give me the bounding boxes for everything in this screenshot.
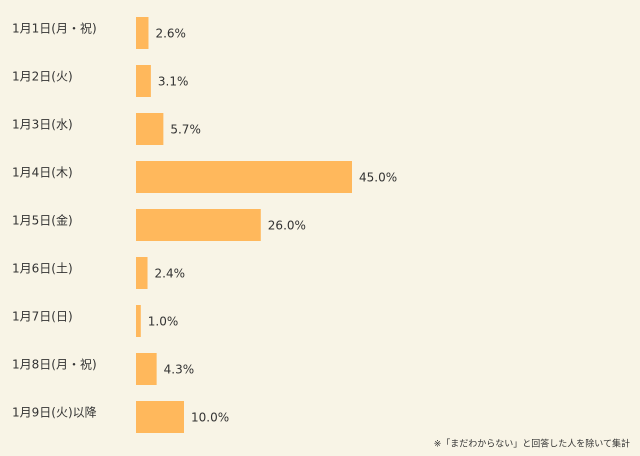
bar (136, 209, 261, 241)
category-label: 1月6日(土) (12, 262, 73, 276)
bar (136, 17, 149, 49)
bar (136, 113, 164, 145)
bar (136, 401, 184, 433)
value-label: 1.0% (148, 315, 179, 329)
category-label: 1月2日(火) (12, 70, 73, 84)
category-label: 1月1日(月・祝) (12, 22, 97, 36)
bar (136, 257, 148, 289)
category-label: 1月8日(月・祝) (12, 358, 97, 372)
bar (136, 305, 141, 337)
bar (136, 65, 151, 97)
category-label: 1月4日(木) (12, 166, 73, 180)
category-label: 1月3日(水) (12, 118, 73, 132)
value-label: 45.0% (359, 171, 397, 185)
note: ※「まだわからない」と回答した人を除いて集計 (434, 438, 630, 450)
value-label: 5.7% (170, 123, 201, 137)
value-label: 2.4% (155, 267, 186, 281)
bar (136, 353, 157, 385)
category-label: 1月5日(金) (12, 213, 73, 228)
value-label: 2.6% (155, 27, 186, 41)
category-label: 1月9日(火)以降 (12, 406, 97, 420)
value-label: 3.1% (158, 75, 189, 89)
value-label: 26.0% (268, 219, 306, 233)
bar (136, 161, 352, 193)
value-label: 10.0% (191, 411, 229, 425)
category-label: 1月7日(日) (12, 310, 73, 324)
value-label: 4.3% (164, 363, 195, 377)
